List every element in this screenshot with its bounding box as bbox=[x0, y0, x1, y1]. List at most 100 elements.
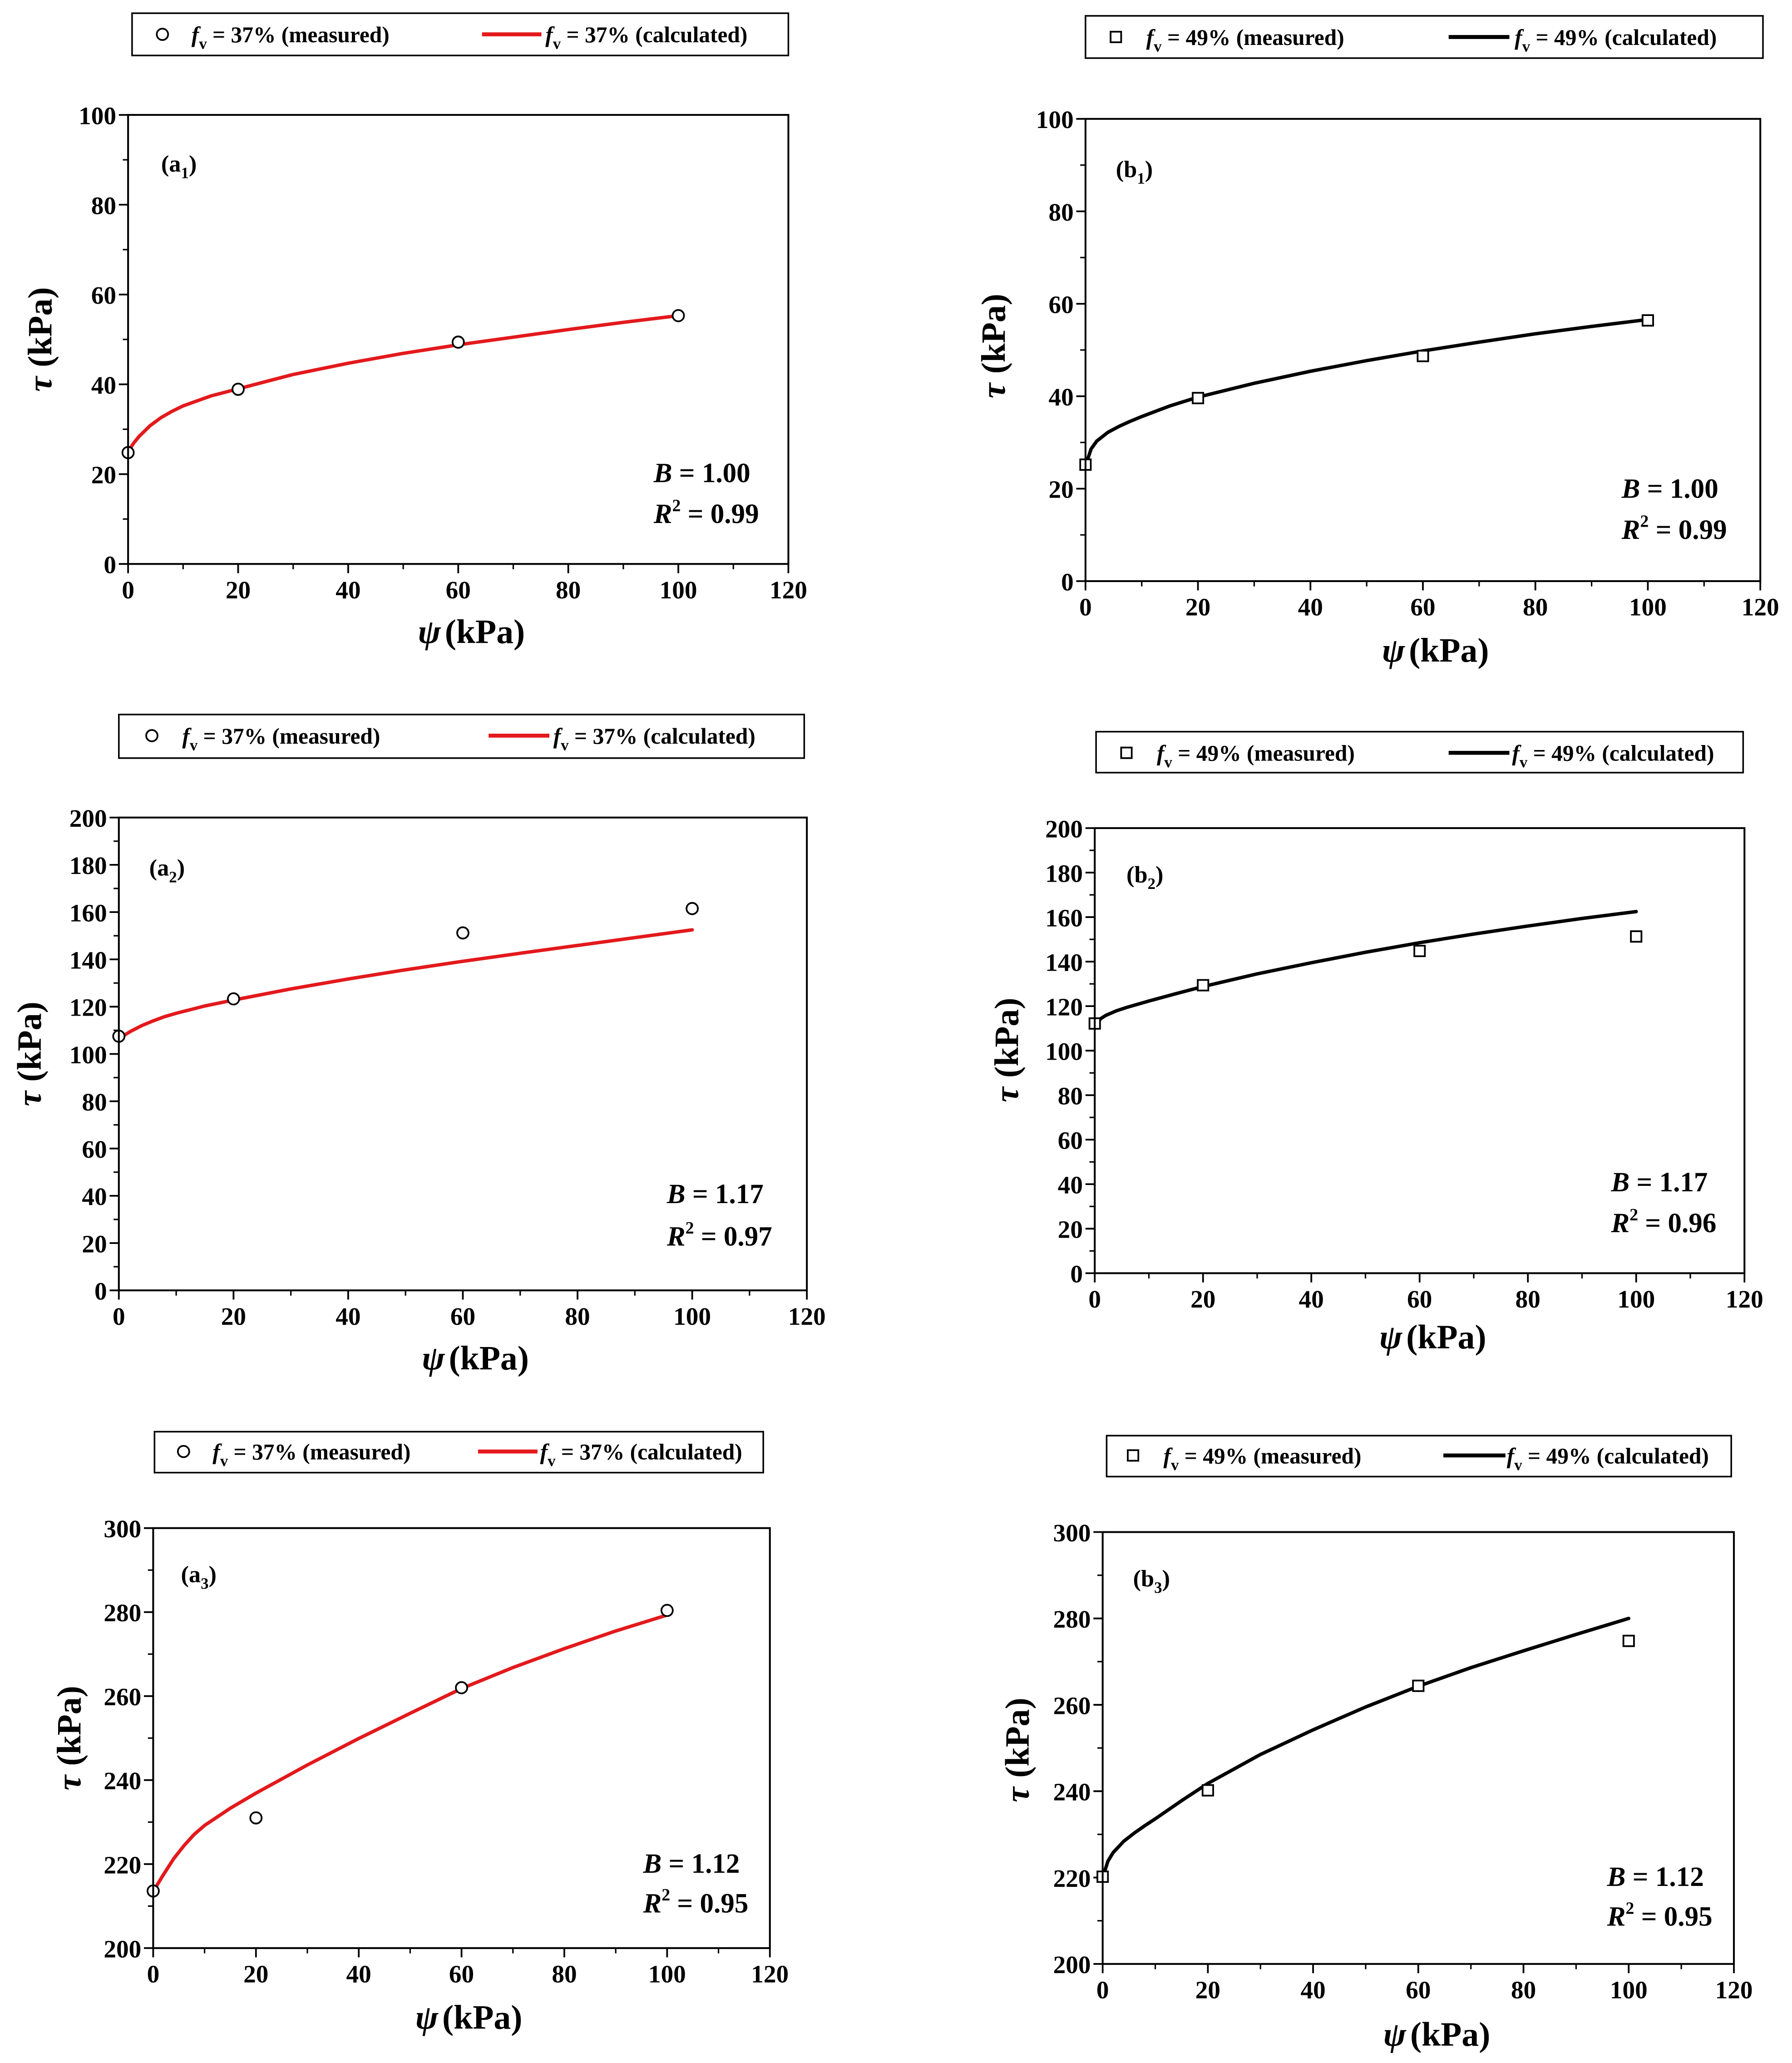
legend: fv = 37% (measured) fv = 37% (calculated) bbox=[131, 12, 790, 56]
x-tick-label: 20 bbox=[1185, 593, 1210, 621]
legend-subscript: v bbox=[1514, 1456, 1522, 1474]
y-tick-label: 40 bbox=[91, 371, 116, 399]
legend-text: = 37% (calculated) bbox=[561, 22, 747, 47]
x-tick-label: 100 bbox=[1617, 1285, 1655, 1313]
y-tick-label: 20 bbox=[82, 1230, 107, 1258]
legend-text: = 37% (measured) bbox=[207, 22, 390, 47]
legend-subscript: v bbox=[1164, 753, 1172, 771]
y-axis-title: τ (kPa) bbox=[11, 1002, 49, 1106]
measured-point bbox=[451, 336, 465, 349]
annotation-variable: B bbox=[1607, 1862, 1626, 1892]
x-tick-label: 20 bbox=[226, 576, 251, 604]
y-axis-title-group: τ (kPa) bbox=[988, 998, 1026, 1102]
y-tick-label: 40 bbox=[1048, 383, 1073, 411]
y-tick-label: 160 bbox=[69, 899, 107, 927]
legend-box bbox=[153, 1431, 764, 1474]
y-tick-label: 120 bbox=[69, 994, 107, 1022]
legend-marker-swatch bbox=[177, 1445, 190, 1458]
calculated-curve bbox=[151, 1613, 669, 1893]
x-tick-label: 80 bbox=[1523, 593, 1548, 621]
x-tick-label: 80 bbox=[1516, 1285, 1540, 1313]
panel-label-subscript: 3 bbox=[201, 1575, 208, 1593]
annotation-variable: R bbox=[642, 1888, 662, 1919]
legend-marker-swatch bbox=[1110, 30, 1122, 43]
legend-subscript: v bbox=[220, 1452, 228, 1470]
annotation-variable: B bbox=[666, 1179, 686, 1209]
panel-label-subscript: 1 bbox=[181, 164, 188, 182]
x-axis-title: ψ (kPa) bbox=[415, 1999, 523, 2036]
x-axis-unit: (kPa) bbox=[449, 1340, 529, 1377]
measured-point bbox=[1413, 945, 1426, 957]
panel-label-main: (a bbox=[149, 855, 169, 881]
y-tick-label: 40 bbox=[1058, 1171, 1083, 1199]
annotation-variable: R bbox=[1621, 515, 1640, 545]
annotation-superscript: 2 bbox=[662, 1885, 670, 1905]
y-tick-label: 200 bbox=[1045, 815, 1083, 843]
measured-point bbox=[1641, 314, 1654, 327]
x-tick-label: 120 bbox=[788, 1303, 826, 1330]
legend-subscript: v bbox=[553, 35, 561, 53]
panel-label-subscript: 2 bbox=[169, 868, 177, 886]
legend-variable: f bbox=[192, 22, 201, 47]
legend-label: fv = 37% (measured) bbox=[182, 724, 380, 754]
x-axis-title: ψ (kPa) bbox=[1383, 2016, 1491, 2053]
x-tick-label: 0 bbox=[1079, 593, 1092, 621]
legend-text: = 37% (calculated) bbox=[556, 1440, 742, 1465]
y-tick-label: 0 bbox=[1061, 568, 1074, 596]
x-axis-unit: (kPa) bbox=[1406, 1318, 1486, 1356]
panel-label-close: ) bbox=[1162, 1565, 1170, 1592]
x-axis-unit: (kPa) bbox=[442, 1999, 522, 2036]
x-tick-label: 20 bbox=[1195, 1976, 1220, 2004]
legend-subscript: v bbox=[1171, 1456, 1179, 1474]
x-axis-title: ψ (kPa) bbox=[418, 613, 525, 651]
y-tick-label: 300 bbox=[104, 1515, 141, 1543]
y-axis-title: τ (kPa) bbox=[21, 287, 59, 391]
legend-subscript: v bbox=[1520, 753, 1528, 771]
legend-variable: f bbox=[182, 724, 192, 749]
y-axis-title-group: τ (kPa) bbox=[999, 1698, 1037, 1802]
y-tick-label: 160 bbox=[1045, 904, 1083, 932]
y-tick-label: 80 bbox=[1058, 1082, 1083, 1110]
y-axis-symbol: τ bbox=[999, 1786, 1037, 1802]
y-tick-label: 280 bbox=[104, 1599, 141, 1627]
annotation-value: = 0.99 bbox=[1649, 515, 1727, 545]
legend-marker-swatch bbox=[1127, 1449, 1140, 1462]
annotation-variable: B bbox=[653, 458, 672, 489]
measured-point bbox=[1197, 979, 1209, 992]
x-tick-label: 60 bbox=[446, 576, 471, 604]
panel-label: (b1) bbox=[1116, 156, 1153, 188]
x-tick-label: 60 bbox=[449, 1960, 474, 1988]
measured-point bbox=[1630, 930, 1643, 943]
annotation-value: = 0.96 bbox=[1638, 1208, 1716, 1239]
legend-variable: f bbox=[1146, 25, 1156, 50]
measured-point bbox=[227, 992, 240, 1006]
y-tick-label: 0 bbox=[1070, 1260, 1083, 1288]
y-axis-unit: (kPa) bbox=[50, 1686, 88, 1766]
legend-text: = 49% (measured) bbox=[1162, 25, 1344, 50]
y-axis-title: τ (kPa) bbox=[50, 1686, 88, 1790]
annotation-superscript: 2 bbox=[686, 1219, 694, 1238]
panel-label-close: ) bbox=[177, 855, 185, 881]
chart-panel: fv = 49% (measured) fv = 49% (calculated)… bbox=[975, 15, 1779, 669]
y-tick-label: 0 bbox=[94, 1278, 107, 1305]
measured-point bbox=[456, 926, 469, 940]
legend-label: fv = 49% (measured) bbox=[1157, 741, 1355, 771]
legend-text: = 49% (calculated) bbox=[1522, 1443, 1709, 1468]
y-tick-label: 100 bbox=[1036, 106, 1074, 133]
x-axis-symbol: ψ bbox=[418, 613, 441, 651]
y-tick-label: 200 bbox=[69, 804, 107, 832]
y-axis-symbol: τ bbox=[21, 375, 59, 392]
measured-point bbox=[1417, 350, 1429, 362]
x-tick-label: 40 bbox=[346, 1960, 371, 1988]
x-tick-label: 20 bbox=[243, 1960, 268, 1988]
plot-frame bbox=[118, 816, 808, 1292]
legend-marker-swatch bbox=[1120, 746, 1133, 759]
x-tick-label: 40 bbox=[1301, 1976, 1326, 2004]
calculated-curve bbox=[1101, 1617, 1631, 1880]
x-axis-symbol: ψ bbox=[1383, 2016, 1407, 2053]
x-tick-label: 80 bbox=[565, 1303, 590, 1330]
annotation-value: = 1.12 bbox=[1626, 1862, 1704, 1892]
x-axis-title: ψ (kPa) bbox=[1382, 632, 1489, 669]
plot-frame bbox=[1101, 1531, 1735, 1965]
legend-text: = 37% (measured) bbox=[197, 724, 380, 749]
